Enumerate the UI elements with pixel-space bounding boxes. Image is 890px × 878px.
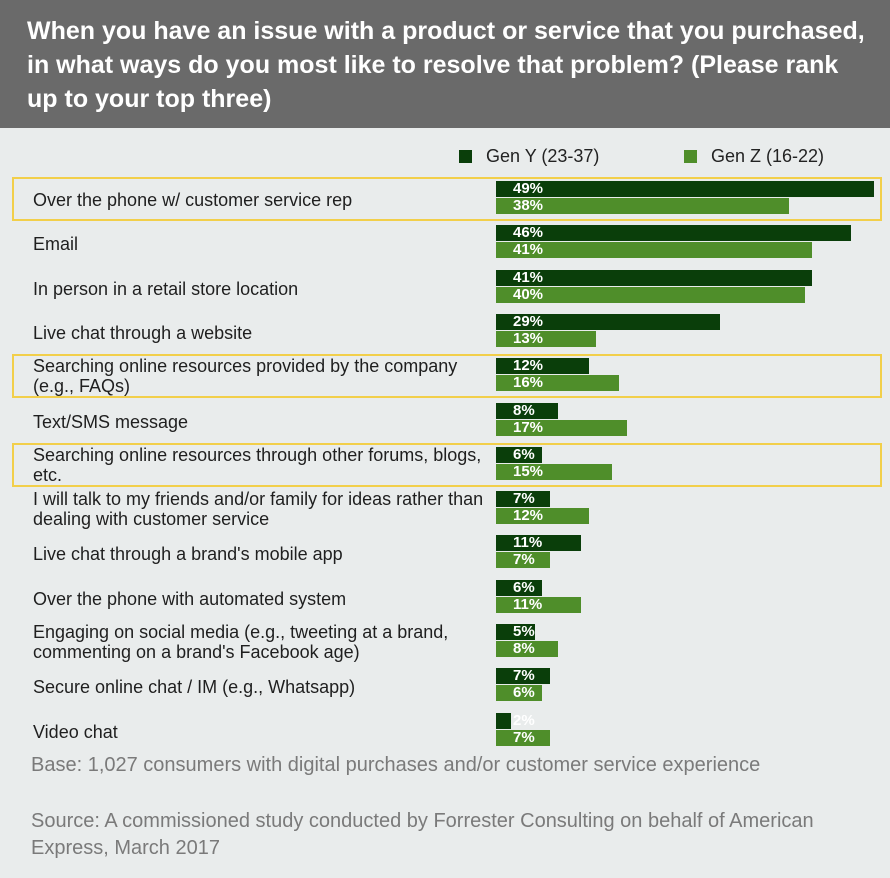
bar-value-label: 12% bbox=[513, 357, 544, 374]
bar-value-label: 13% bbox=[513, 330, 544, 347]
bar-value-label: 17% bbox=[513, 419, 544, 436]
bar-value-label: 8% bbox=[513, 402, 535, 419]
legend: Gen Y (23-37) Gen Z (16-22) bbox=[0, 145, 890, 167]
bar-value-label: 2% bbox=[513, 712, 535, 729]
bar-gen-z bbox=[496, 730, 550, 746]
bar-value-label: 11% bbox=[513, 596, 543, 613]
bar-gen-y bbox=[496, 225, 851, 241]
bar-value-label: 40% bbox=[513, 286, 544, 303]
bar-chart: Over the phone w/ customer service rep 49… bbox=[12, 177, 882, 746]
bar-gen-y bbox=[496, 314, 720, 330]
category-label: In person in a retail store location bbox=[33, 279, 299, 299]
category-label: Email bbox=[33, 234, 79, 254]
bar-value-label: 11% bbox=[513, 534, 543, 551]
bar-value-label: 7% bbox=[513, 729, 535, 746]
legend-swatch-gen-y bbox=[459, 149, 472, 163]
bar-value-label: 46% bbox=[513, 224, 544, 241]
category-label: Live chat through a brand's mobile app bbox=[33, 544, 343, 564]
header-banner: When you have an issue with a product or… bbox=[0, 0, 890, 128]
bar-value-label: 7% bbox=[513, 667, 535, 684]
bar-value-label: 8% bbox=[513, 640, 535, 657]
category-label: Text/SMS message bbox=[33, 412, 189, 432]
bar-value-label: 15% bbox=[513, 463, 544, 480]
footnote-base: Base: 1,027 consumers with digital purch… bbox=[31, 754, 761, 776]
bar-value-label: 49% bbox=[513, 180, 544, 197]
bar-gen-z bbox=[496, 375, 620, 391]
bar-gen-z bbox=[496, 641, 558, 657]
bar-value-label: 7% bbox=[513, 551, 535, 568]
bar-gen-z bbox=[496, 685, 543, 701]
legend-label-gen-z: Gen Z (16-22) bbox=[711, 145, 825, 166]
bar-value-label: 6% bbox=[513, 446, 535, 463]
bar-value-label: 7% bbox=[513, 490, 535, 507]
legend-item-gen-y: Gen Y (23-37) bbox=[459, 145, 599, 167]
category-label: Over the phone with automated system bbox=[33, 589, 347, 609]
bar-gen-y bbox=[496, 358, 589, 374]
bar-value-label: 5% bbox=[513, 623, 535, 640]
legend-item-gen-z: Gen Z (16-22) bbox=[684, 145, 824, 167]
bar-gen-z bbox=[496, 464, 612, 480]
bar-gen-z bbox=[496, 508, 589, 524]
bar-gen-y bbox=[496, 668, 550, 684]
highlight-box bbox=[12, 177, 882, 221]
bar-gen-z bbox=[496, 552, 550, 568]
bar-gen-y bbox=[496, 447, 543, 463]
bar-gen-z bbox=[496, 331, 597, 347]
category-label: Searching online resources through other… bbox=[33, 445, 482, 485]
legend-label-gen-y: Gen Y (23-37) bbox=[486, 145, 600, 166]
bar-value-label: 41% bbox=[513, 269, 544, 286]
bar-gen-z bbox=[496, 287, 805, 303]
highlight-box bbox=[12, 443, 882, 487]
chart-title: When you have an issue with a product or… bbox=[27, 17, 865, 113]
bar-value-label: 16% bbox=[513, 374, 544, 391]
bar-value-label: 41% bbox=[513, 241, 544, 258]
category-label: I will talk to my friends and/or family … bbox=[33, 489, 484, 529]
bar-gen-y bbox=[496, 491, 550, 507]
bar-gen-y bbox=[496, 624, 535, 640]
category-label: Engaging on social media (e.g., tweeting… bbox=[33, 622, 449, 662]
footnote-source: Source: A commissioned study conducted b… bbox=[31, 810, 814, 859]
bar-value-label: 38% bbox=[513, 197, 544, 214]
legend-swatch-gen-z bbox=[684, 149, 697, 163]
bar-gen-y bbox=[496, 270, 813, 286]
bar-gen-y bbox=[496, 403, 558, 419]
bar-gen-y bbox=[496, 713, 512, 729]
bar-value-label: 29% bbox=[513, 313, 544, 330]
bar-value-label: 6% bbox=[513, 684, 535, 701]
bar-gen-z bbox=[496, 597, 581, 613]
category-label: Secure online chat / IM (e.g., Whatsapp) bbox=[33, 677, 356, 697]
highlight-box bbox=[12, 354, 882, 398]
bar-value-label: 6% bbox=[513, 579, 535, 596]
bar-value-label: 12% bbox=[513, 507, 544, 524]
category-label: Searching online resources provided by t… bbox=[33, 356, 458, 396]
bar-gen-z bbox=[496, 198, 790, 214]
bar-gen-z bbox=[496, 242, 813, 258]
category-label: Video chat bbox=[33, 722, 118, 742]
bar-gen-y bbox=[496, 535, 581, 551]
category-label: Over the phone w/ customer service rep bbox=[33, 190, 353, 210]
bar-gen-y bbox=[496, 580, 543, 596]
bar-gen-y bbox=[496, 181, 874, 197]
category-label: Live chat through a website bbox=[33, 323, 253, 343]
bar-gen-z bbox=[496, 420, 628, 436]
